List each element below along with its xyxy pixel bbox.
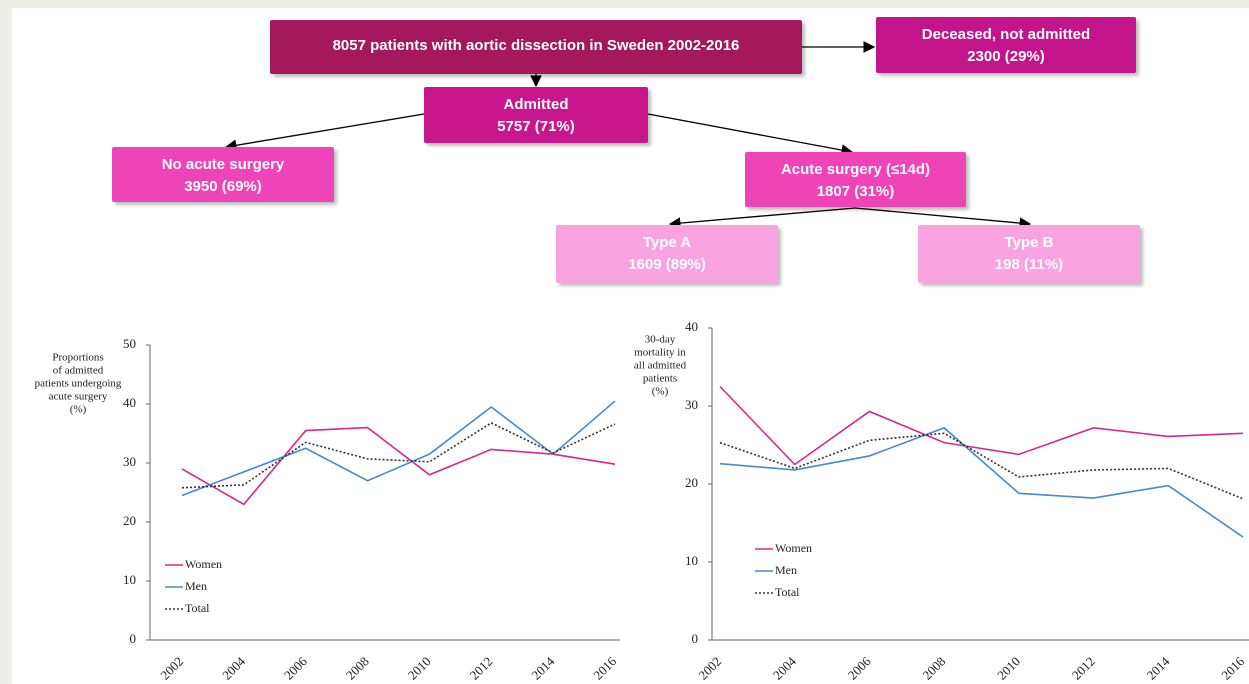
series-line bbox=[181, 426, 616, 506]
flow-node: 8057 patients with aortic dissection in … bbox=[270, 20, 802, 74]
arrows bbox=[224, 41, 1032, 229]
x-tick-label: 2010 bbox=[994, 654, 1023, 683]
x-tick-label: 2004 bbox=[770, 653, 799, 682]
flow-node: No acute surgery 3950 (69%) bbox=[112, 147, 334, 202]
node-value: 1807 (31%) bbox=[816, 183, 895, 200]
x-tick-label: 2016 bbox=[590, 653, 619, 682]
x-tick-label: 2002 bbox=[157, 654, 186, 683]
node-value: 2300 (29%) bbox=[967, 48, 1045, 65]
node-label: 8057 patients with aortic dissection in … bbox=[332, 37, 740, 54]
flow-node: Acute surgery (≤14d) 1807 (31%) bbox=[745, 152, 966, 207]
y-tick-label: 30 bbox=[685, 397, 698, 412]
y-axis-label: Proportions bbox=[52, 352, 103, 364]
arrow bbox=[224, 113, 425, 152]
node-label: Admitted bbox=[503, 96, 569, 113]
x-tick-label: 2006 bbox=[845, 653, 874, 682]
y-axis-label: 30-day bbox=[645, 334, 676, 346]
x-tick-label: 2016 bbox=[1218, 653, 1247, 682]
flow-node: Type A 1609 (89%) bbox=[556, 225, 778, 283]
x-tick-label: 2012 bbox=[467, 654, 496, 683]
y-tick-label: 0 bbox=[130, 631, 137, 646]
arrow bbox=[854, 207, 1032, 229]
y-axis-label: patients undergoing bbox=[35, 378, 122, 390]
x-tick-label: 2004 bbox=[219, 653, 248, 682]
series-line bbox=[719, 432, 1244, 500]
x-tick-label: 2008 bbox=[919, 654, 948, 683]
series-line bbox=[181, 421, 616, 489]
node-value: 3950 (69%) bbox=[184, 178, 262, 195]
node-label: No acute surgery bbox=[161, 156, 285, 173]
arrow bbox=[668, 207, 856, 229]
node-value: 5757 (71%) bbox=[497, 118, 575, 135]
y-axis-label: (%) bbox=[70, 404, 87, 416]
y-axis-label: (%) bbox=[652, 386, 669, 398]
series-line bbox=[719, 426, 1244, 538]
y-axis-label: patients bbox=[643, 373, 677, 385]
flow-node: Deceased, not admitted 2300 (29%) bbox=[876, 17, 1136, 73]
y-tick-label: 50 bbox=[123, 336, 136, 351]
x-tick-label: 2014 bbox=[528, 653, 557, 682]
y-axis-label: acute surgery bbox=[49, 391, 108, 403]
node-label: Type B bbox=[1004, 234, 1054, 251]
node-value: 198 (11%) bbox=[994, 256, 1064, 273]
x-tick-label: 2008 bbox=[343, 654, 372, 683]
y-tick-label: 10 bbox=[685, 553, 698, 568]
y-axis-label: mortality in bbox=[634, 347, 686, 359]
node-label: Acute surgery (≤14d) bbox=[780, 161, 931, 178]
y-tick-label: 40 bbox=[123, 395, 136, 410]
arrow bbox=[647, 113, 854, 156]
x-tick-label: 2014 bbox=[1144, 653, 1173, 682]
series-line bbox=[181, 400, 616, 497]
node-label: Type A bbox=[642, 234, 692, 251]
y-tick-label: 40 bbox=[685, 319, 698, 334]
legend-label: Total bbox=[775, 585, 800, 599]
x-tick-label: 2012 bbox=[1069, 654, 1098, 683]
y-tick-label: 0 bbox=[692, 631, 699, 646]
y-tick-label: 20 bbox=[685, 475, 698, 490]
x-tick-label: 2010 bbox=[405, 654, 434, 683]
y-tick-label: 10 bbox=[123, 572, 136, 587]
y-tick-label: 30 bbox=[123, 454, 136, 469]
y-axis-label: all admitted bbox=[634, 360, 687, 372]
legend-label: Women bbox=[775, 541, 812, 555]
y-axis-label: of admitted bbox=[53, 365, 104, 377]
flow-node: Admitted 5757 (71%) bbox=[424, 87, 648, 143]
y-tick-label: 20 bbox=[123, 513, 136, 528]
x-tick-label: 2002 bbox=[695, 654, 724, 683]
x-tick-label: 2006 bbox=[281, 653, 310, 682]
legend-label: Men bbox=[185, 579, 207, 593]
flow-node: Type B 198 (11%) bbox=[918, 225, 1140, 283]
legend-label: Men bbox=[775, 563, 797, 577]
legend-label: Women bbox=[185, 557, 222, 571]
node-value: 1609 (89%) bbox=[628, 256, 706, 273]
node-label: Deceased, not admitted bbox=[921, 26, 1091, 43]
legend-label: Total bbox=[185, 601, 210, 615]
series-line bbox=[719, 385, 1244, 466]
